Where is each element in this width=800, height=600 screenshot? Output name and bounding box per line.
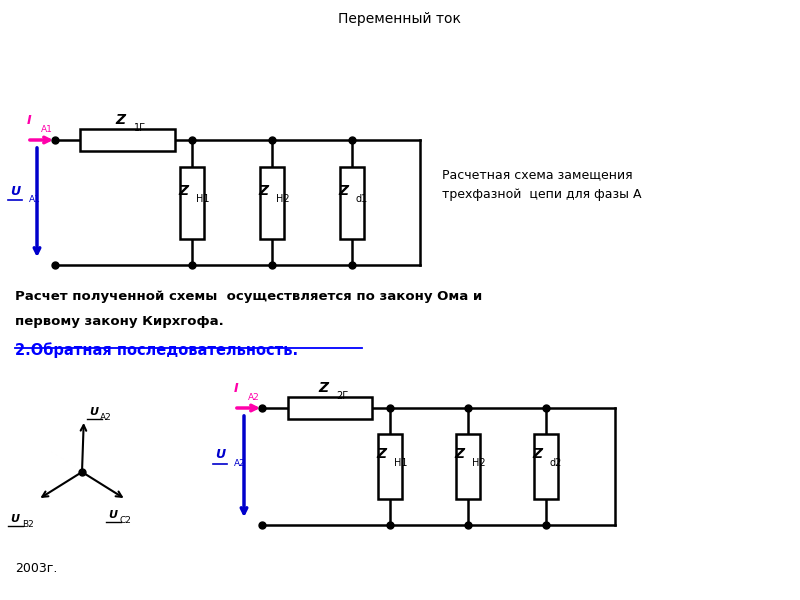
Text: Z: Z — [532, 448, 542, 461]
Text: Z: Z — [338, 184, 348, 197]
Text: Переменный ток: Переменный ток — [338, 12, 462, 26]
Text: А1: А1 — [41, 125, 53, 134]
Text: Расчет полученной схемы  осуществляется по закону Ома и: Расчет полученной схемы осуществляется п… — [15, 290, 482, 303]
Text: Z: Z — [258, 184, 268, 197]
Bar — [340, 166, 364, 238]
Bar — [260, 166, 284, 238]
Text: U: U — [89, 407, 98, 417]
Text: С2: С2 — [120, 516, 132, 525]
Text: В2: В2 — [22, 520, 34, 529]
Text: Z: Z — [115, 113, 126, 127]
Text: d1: d1 — [356, 193, 368, 203]
Text: 2003г.: 2003г. — [15, 562, 58, 575]
Text: А1: А1 — [29, 194, 41, 203]
Text: U: U — [108, 510, 117, 520]
Text: Z: Z — [376, 448, 386, 461]
Bar — [180, 166, 204, 238]
Text: Z: Z — [178, 184, 188, 197]
Text: Н2: Н2 — [276, 193, 290, 203]
Text: Н1: Н1 — [196, 193, 210, 203]
Text: А2: А2 — [248, 393, 260, 402]
Bar — [80, 129, 175, 151]
Text: А2: А2 — [234, 458, 246, 467]
Bar — [288, 397, 372, 419]
Text: U: U — [10, 514, 19, 524]
Text: Z: Z — [318, 381, 328, 395]
Text: U: U — [10, 185, 20, 197]
Text: d2: d2 — [550, 457, 562, 467]
Text: 2Г: 2Г — [336, 391, 348, 401]
Text: А2: А2 — [100, 413, 112, 422]
Bar — [378, 434, 402, 499]
Text: Расчетная схема замещения
трехфазной  цепи для фазы А: Расчетная схема замещения трехфазной цеп… — [442, 168, 642, 201]
Text: 2.Обратная последовательность.: 2.Обратная последовательность. — [15, 342, 298, 358]
Text: U: U — [215, 449, 225, 461]
Text: Z: Z — [454, 448, 464, 461]
Text: I: I — [234, 382, 238, 395]
Bar — [534, 434, 558, 499]
Text: I: I — [26, 114, 31, 127]
Text: Н2: Н2 — [472, 457, 486, 467]
Bar — [456, 434, 480, 499]
Text: 1Г: 1Г — [134, 123, 146, 133]
Text: Н1: Н1 — [394, 457, 407, 467]
Text: первому закону Кирхгофа.: первому закону Кирхгофа. — [15, 315, 224, 328]
